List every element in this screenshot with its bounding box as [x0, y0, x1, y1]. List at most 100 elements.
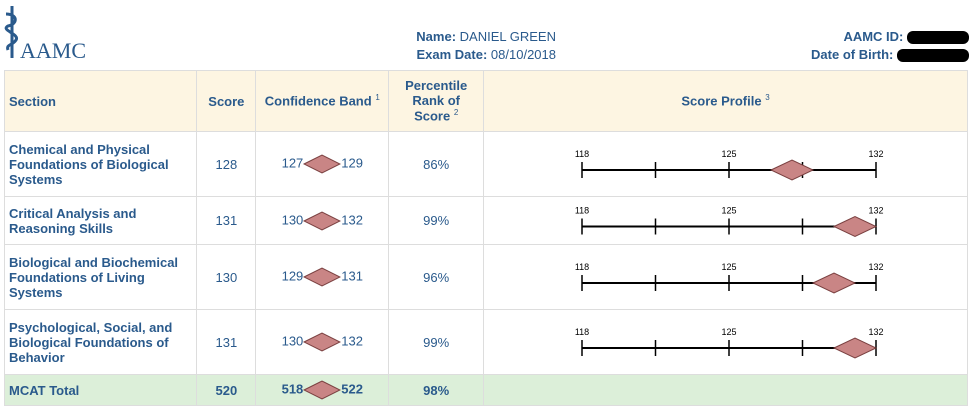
section-name: MCAT Total [3, 374, 198, 406]
band-icon [303, 267, 342, 287]
section-row: Critical Analysis and Reasoning Skills 13… [3, 196, 968, 245]
score-profile: 118 125 132 [483, 131, 968, 197]
column-label: Section [9, 93, 56, 109]
score-profile: 118 125 132 [483, 244, 968, 310]
column-header: Percentile Rank of Score 2 [388, 70, 484, 132]
footnote-mark: 2 [453, 108, 459, 118]
id-line: AAMC ID: [843, 29, 969, 45]
band-high: 131 [341, 268, 363, 284]
percentile: 99% [388, 309, 484, 375]
profile-tick-label: 118 [575, 327, 589, 337]
column-label: Score [208, 93, 245, 109]
band-icon [303, 332, 342, 352]
score: 128 [196, 131, 257, 197]
score-table: Section Score Confidence Band 1 Percentile … [3, 70, 968, 406]
section-name: Chemical and Physical Foundations of Bio… [3, 131, 198, 197]
band-diamond [811, 272, 857, 294]
profile-tick-label: 125 [721, 149, 736, 159]
confidence-band: 127 129 [255, 131, 390, 197]
column-header: Section [3, 70, 198, 132]
percentile: 98% [388, 374, 484, 406]
profile-tick-label: 118 [575, 149, 589, 159]
profile-tick-label: 125 [721, 206, 736, 216]
redaction [897, 49, 969, 63]
band-low: 130 [281, 211, 304, 227]
profile-chart: 118 125 132 [575, 206, 884, 238]
band-diamond [303, 154, 342, 174]
logo-icon [4, 6, 18, 58]
empty-cell [483, 374, 968, 406]
band-diamond [303, 380, 342, 400]
percentile: 86% [388, 131, 484, 197]
percentile: 99% [388, 196, 484, 245]
section-row: Chemical and Physical Foundations of Bio… [3, 131, 968, 197]
footnote-mark: 1 [375, 93, 380, 103]
band-low: 518 [281, 381, 304, 397]
score-profile: 118 125 132 [483, 196, 968, 245]
name-line: Name: DANIEL GREEN [380, 29, 556, 44]
label: Date of Birth: [811, 47, 894, 62]
confidence-band: 130 132 [255, 309, 390, 375]
profile-tick-label: 132 [868, 327, 883, 337]
band-diamond [303, 267, 342, 287]
confidence-band: 518 522 [255, 374, 390, 406]
band-diamond [832, 337, 878, 359]
band-icon [303, 154, 342, 174]
score: 520 [196, 374, 257, 406]
profile-chart: 118 125 132 [575, 262, 884, 294]
column-label: Percentile Rank of Score [405, 78, 468, 124]
column-header: Confidence Band 1 [255, 70, 390, 132]
dob-line: Date of Birth: [811, 47, 969, 63]
section-name: Biological and Biochemical Foundations o… [3, 244, 198, 310]
confidence-band: 130 132 [255, 196, 390, 245]
score: 131 [196, 196, 257, 245]
label: Name: [416, 29, 457, 44]
exam-date: 08/10/2018 [490, 47, 556, 62]
profile-tick-label: 132 [868, 206, 883, 216]
profile-chart: 118 125 132 [575, 149, 884, 181]
column-label: Confidence Band [264, 93, 372, 109]
percentile: 96% [388, 244, 484, 310]
profile-tick-label: 132 [868, 262, 883, 272]
confidence-band: 129 131 [255, 244, 390, 310]
score: 130 [196, 244, 257, 310]
column-header: Score [196, 70, 257, 132]
profile-tick-label: 132 [868, 149, 883, 159]
section-name: Critical Analysis and Reasoning Skills [3, 196, 198, 245]
score-profile: 118 125 132 [483, 309, 968, 375]
label: AAMC ID: [843, 29, 904, 44]
band-diamond [303, 210, 342, 231]
band-low: 130 [281, 333, 304, 349]
label: Exam Date: [416, 47, 488, 62]
score: 131 [196, 309, 257, 375]
profile-chart: 118 125 132 [575, 327, 884, 359]
band-low: 129 [281, 268, 304, 284]
band-diamond [832, 215, 878, 238]
column-header: Score Profile 3 [483, 70, 968, 132]
band-diamond [303, 332, 342, 352]
column-label: Score Profile [681, 93, 762, 109]
profile-tick-label: 118 [575, 206, 589, 216]
band-high: 522 [341, 381, 363, 397]
band-high: 132 [341, 333, 363, 349]
section-name: Psychological, Social, and Biological Fo… [3, 309, 198, 375]
header-row: Section Score Confidence Band 1 Percentile … [3, 70, 968, 132]
band-high: 132 [341, 211, 363, 227]
band-icon [303, 380, 342, 400]
name: DANIEL GREEN [459, 29, 556, 44]
redaction [907, 31, 969, 45]
footnote-mark: 3 [765, 93, 770, 103]
band-low: 127 [281, 155, 304, 171]
section-row: Biological and Biochemical Foundations o… [3, 244, 968, 310]
total-row: MCAT Total 520 518 522 98% [3, 374, 968, 406]
section-row: Psychological, Social, and Biological Fo… [3, 309, 968, 375]
profile-tick-label: 125 [721, 327, 736, 337]
band-high: 129 [341, 155, 363, 171]
profile-tick-label: 118 [575, 262, 589, 272]
profile-tick-label: 125 [721, 262, 736, 272]
logo-text: AAMC [20, 38, 87, 63]
date-line: Exam Date: 08/10/2018 [380, 47, 556, 62]
band-icon [303, 210, 342, 231]
band-diamond [769, 159, 815, 181]
